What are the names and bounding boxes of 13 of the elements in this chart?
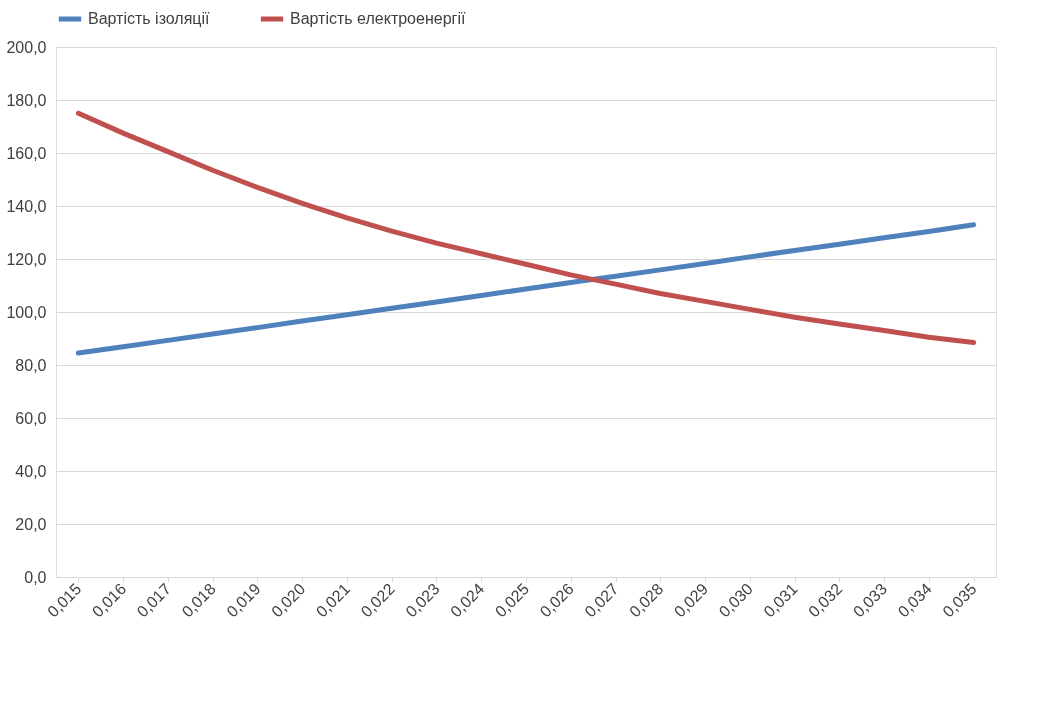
legend-label: Вартість ізоляції bbox=[88, 10, 211, 27]
y-tick-label: 140,0 bbox=[6, 197, 47, 215]
y-tick-label: 180,0 bbox=[6, 91, 47, 109]
y-tick-label: 40,0 bbox=[15, 462, 47, 480]
y-tick-label: 20,0 bbox=[15, 515, 47, 533]
y-tick-label: 80,0 bbox=[15, 356, 47, 374]
y-tick-label: 100,0 bbox=[6, 303, 47, 321]
y-tick-label: 120,0 bbox=[6, 250, 47, 268]
y-tick-label: 0,0 bbox=[24, 568, 47, 586]
y-tick-label: 160,0 bbox=[6, 144, 47, 162]
y-tick-label: 200,0 bbox=[6, 38, 47, 56]
legend-label: Вартість електроенергії bbox=[290, 10, 466, 27]
y-tick-label: 60,0 bbox=[15, 409, 47, 427]
